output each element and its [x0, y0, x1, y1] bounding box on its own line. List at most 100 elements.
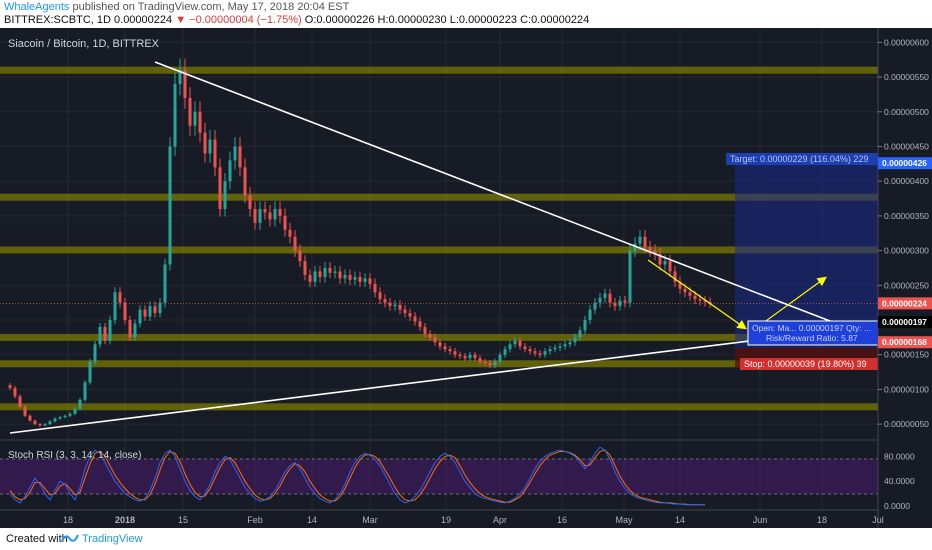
author-link[interactable]: WhaleAgents — [4, 1, 70, 13]
candle-body — [243, 167, 247, 196]
candle-body — [113, 292, 117, 321]
candle-body — [133, 323, 137, 338]
candle-body — [488, 363, 492, 366]
candle-body — [178, 70, 182, 85]
support-resistance-zones — [0, 66, 878, 411]
target-label: Target: 0.00000229 (116.04%) 229 — [730, 154, 868, 164]
sr-zone[interactable] — [0, 333, 878, 341]
candle-body — [483, 361, 487, 364]
time-axis[interactable]: 18 2018 15 Feb 14 Mar 19 Apr 16 May 14 Jun 18 Jul — [0, 509, 884, 525]
candle-body — [473, 354, 477, 359]
trendlines — [9, 61, 879, 434]
projection-arrow-down[interactable] — [647, 259, 747, 330]
candle-body — [523, 346, 527, 350]
descending-trendline[interactable] — [154, 61, 844, 327]
candle-body — [28, 415, 32, 421]
x-tick-label: 2018 — [115, 515, 135, 525]
stop-label: Stop: 0.00000039 (19.80%) 39 — [744, 359, 867, 369]
price-label-text: 0.00000168 — [882, 337, 927, 347]
candle-body — [643, 236, 647, 248]
ohlc-text: O:0.00000226 H:0.00000230 L:0.00000223 C… — [304, 14, 590, 26]
candle-body — [708, 301, 712, 304]
x-tick-label: Feb — [247, 515, 263, 525]
sr-zone[interactable] — [0, 66, 878, 74]
x-tick-label: Jun — [753, 515, 768, 525]
candle-body — [358, 276, 362, 282]
sr-zone[interactable] — [0, 403, 878, 411]
candle-body — [48, 421, 52, 425]
candle-body — [258, 208, 262, 223]
candle-body — [348, 274, 352, 280]
x-tick-label: 14 — [675, 515, 685, 525]
candle-body — [208, 139, 212, 154]
candle-body — [118, 292, 122, 303]
candle-body — [658, 254, 662, 265]
candle-body — [608, 293, 612, 303]
candle-body — [408, 313, 412, 317]
symbol-line: BITTREX:SCBTC, 1D 0.00000224 ▼ −0.000000… — [4, 14, 589, 26]
candle-body — [593, 302, 597, 310]
price-label-box — [878, 336, 932, 349]
indicator-title: Stoch RSI (3, 3, 14, 14, close) — [8, 450, 141, 461]
chart-area[interactable]: Target: 0.00000229 (116.04%) 229 Open: M… — [0, 28, 932, 528]
candle-body — [663, 261, 667, 265]
x-tick-label: 18 — [817, 515, 827, 525]
open-label: Open: Ma... 0.00000197 Qty: ... — [752, 323, 871, 333]
candle-body — [233, 146, 237, 161]
y-tick-label: 0.00000600 — [884, 37, 929, 47]
candle-body — [413, 316, 417, 322]
candle-body — [573, 337, 577, 343]
x-tick-label: 14 — [307, 515, 317, 525]
candle-body — [238, 146, 242, 168]
sr-zone[interactable] — [0, 193, 878, 201]
candle-body — [368, 278, 372, 284]
candle-body — [638, 236, 642, 244]
candle-body — [463, 356, 467, 359]
candle-body — [603, 293, 607, 298]
candle-body — [458, 354, 462, 357]
candle-body — [498, 354, 502, 362]
candle-body — [68, 413, 72, 416]
candle-body — [673, 271, 677, 282]
candle-body — [138, 309, 142, 324]
candle-body — [58, 417, 62, 419]
open-label-box[interactable] — [747, 320, 879, 346]
candle-body — [398, 304, 402, 310]
price-chart[interactable]: Target: 0.00000229 (116.04%) 229 Open: M… — [0, 28, 932, 528]
candle-body — [378, 292, 382, 300]
stoch-rsi-pane: Stoch RSI (3, 3, 14, 14, close) — [0, 446, 878, 506]
y-tick-label: 0.00000250 — [884, 280, 929, 290]
candle-body — [163, 264, 167, 303]
candle-body — [588, 309, 592, 321]
candle-body — [518, 340, 522, 347]
candle-body — [678, 281, 682, 289]
x-tick-label: 15 — [178, 515, 188, 525]
candle-body — [558, 346, 562, 348]
tradingview-brand[interactable]: TradingView — [82, 533, 143, 545]
candle-body — [688, 292, 692, 296]
candle-body — [213, 139, 217, 168]
sr-zone[interactable] — [0, 246, 878, 254]
stoch-tick-label: 40.0000 — [884, 476, 915, 486]
candle-body — [223, 181, 227, 209]
candle-body — [318, 271, 322, 277]
change-text: −0.00000004 (−1.75%) — [189, 14, 302, 26]
y-tick-label: 0.00000100 — [884, 384, 929, 394]
price-label-box — [878, 157, 932, 170]
candle-body — [583, 320, 587, 331]
sr-zone[interactable] — [0, 360, 878, 368]
candle-body — [513, 340, 517, 345]
publish-line: WhaleAgents published on TradingView.com… — [4, 1, 349, 13]
candle-body — [298, 250, 302, 262]
publish-header: WhaleAgents published on TradingView.com… — [0, 0, 932, 28]
x-tick-label: Mar — [362, 515, 378, 525]
candle-body — [683, 288, 687, 293]
price-label-text: 0.00000224 — [882, 298, 927, 308]
price-axis[interactable]: 0.00000600 0.00000550 0.00000500 0.00000450… — [877, 28, 932, 528]
candle-body — [198, 111, 202, 133]
candle-body — [108, 320, 112, 341]
pane-title: Siacoin / Bitcoin, 1D, BITTREX — [8, 38, 160, 50]
ascending-trendline[interactable] — [9, 324, 879, 434]
candle-body — [698, 299, 702, 301]
target-zone — [735, 165, 878, 348]
